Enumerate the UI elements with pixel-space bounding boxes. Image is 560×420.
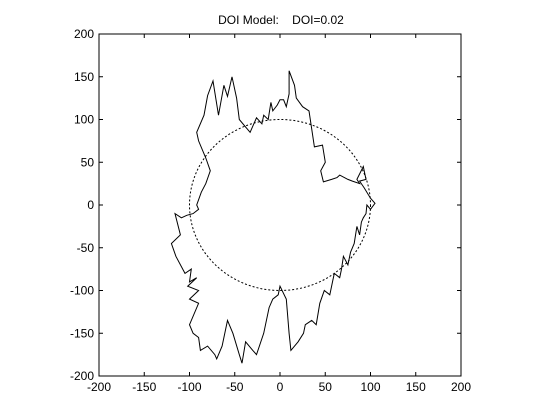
y-tick-label: 50 [81, 155, 95, 169]
doi-contour-line [170, 70, 376, 364]
y-tick-label: 200 [74, 27, 94, 41]
y-tick-label: -150 [70, 326, 94, 340]
x-tick-label: -200 [87, 380, 111, 394]
x-tick-label: -150 [132, 380, 156, 394]
y-tick-label: 100 [74, 113, 94, 127]
axis-ticks: -200 -150 -100 -50 0 50 100 150 200 -200 -150 -100 -… [70, 27, 471, 394]
y-tick-label: -100 [70, 284, 94, 298]
plot-area [98, 33, 462, 377]
x-tick-label: 200 [451, 380, 471, 394]
x-tick-label: 0 [277, 380, 284, 394]
y-tick-label: -50 [77, 241, 95, 255]
x-tick-label: -100 [177, 380, 201, 394]
x-tick-label: -50 [226, 380, 244, 394]
y-tick-label: 150 [74, 70, 94, 84]
chart-title: DOI Model: DOI=0.02 [218, 13, 344, 27]
reference-circle [189, 119, 371, 291]
y-tick-label: 0 [87, 198, 94, 212]
x-tick-label: 150 [406, 380, 426, 394]
chart-marks [170, 70, 376, 364]
x-tick-label: 100 [360, 380, 380, 394]
x-tick-label: 50 [319, 380, 333, 394]
y-tick-label: -200 [70, 369, 94, 383]
